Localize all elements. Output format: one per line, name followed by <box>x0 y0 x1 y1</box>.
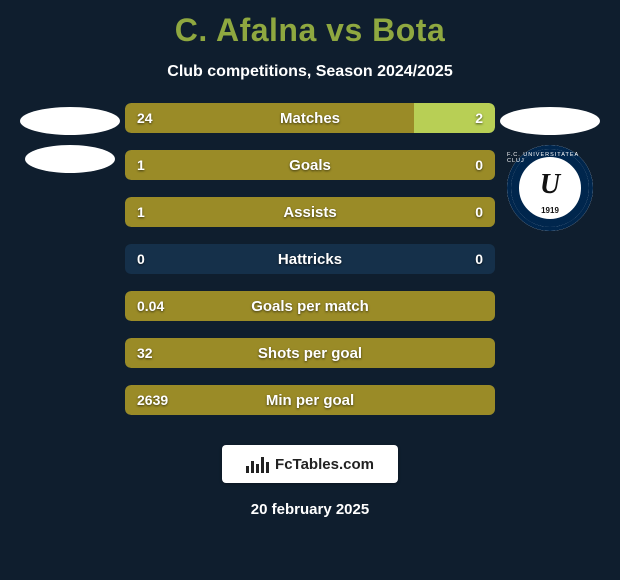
stat-label: Min per goal <box>125 385 495 415</box>
stat-label: Matches <box>125 103 495 133</box>
stat-row: Goals per match0.04 <box>125 291 495 321</box>
stat-label: Goals per match <box>125 291 495 321</box>
stat-label: Hattricks <box>125 244 495 274</box>
stat-value-left: 1 <box>137 197 145 227</box>
right-badge-column: F.C. UNIVERSITATEA CLUJ U 1919 <box>495 103 605 231</box>
brand-bars-icon <box>246 455 269 473</box>
stat-value-left: 2639 <box>137 385 168 415</box>
stat-value-left: 0.04 <box>137 291 164 321</box>
stat-label: Assists <box>125 197 495 227</box>
subtitle: Club competitions, Season 2024/2025 <box>0 63 620 81</box>
stat-value-left: 1 <box>137 150 145 180</box>
player-badge-placeholder <box>20 107 120 135</box>
stat-row: Matches24 2 <box>125 103 495 133</box>
brand-text: FcTables.com <box>275 456 374 473</box>
stat-value-left: 32 <box>137 338 153 368</box>
stat-row: Hattricks0 0 <box>125 244 495 274</box>
footer-date: 20 february 2025 <box>0 501 620 518</box>
stat-row: Min per goal2639 <box>125 385 495 415</box>
stat-row: Goals1 0 <box>125 150 495 180</box>
stat-value-right: 0 <box>475 244 483 274</box>
left-badge-column <box>15 103 125 173</box>
stat-label: Goals <box>125 150 495 180</box>
stat-row: Assists1 0 <box>125 197 495 227</box>
player-badge-placeholder <box>500 107 600 135</box>
crest-arc-text: F.C. UNIVERSITATEA CLUJ <box>507 152 593 164</box>
club-crest: F.C. UNIVERSITATEA CLUJ U 1919 <box>507 145 593 231</box>
stat-row: Shots per goal32 <box>125 338 495 368</box>
stat-value-right: 2 <box>475 103 483 133</box>
stat-value-right: 0 <box>475 150 483 180</box>
stat-value-right: 0 <box>475 197 483 227</box>
player-badge-placeholder <box>25 145 115 173</box>
footer-brand-logo: FcTables.com <box>222 445 398 483</box>
comparison-content: Matches242Goals10Assists10Hattricks00Goa… <box>0 103 620 415</box>
stat-label: Shots per goal <box>125 338 495 368</box>
stat-bars: Matches242Goals10Assists10Hattricks00Goa… <box>125 103 495 415</box>
page-title: C. Afalna vs Bota <box>0 0 620 49</box>
crest-letter: U <box>540 169 560 201</box>
stat-value-left: 0 <box>137 244 145 274</box>
crest-year: 1919 <box>541 206 559 215</box>
stat-value-left: 24 <box>137 103 153 133</box>
